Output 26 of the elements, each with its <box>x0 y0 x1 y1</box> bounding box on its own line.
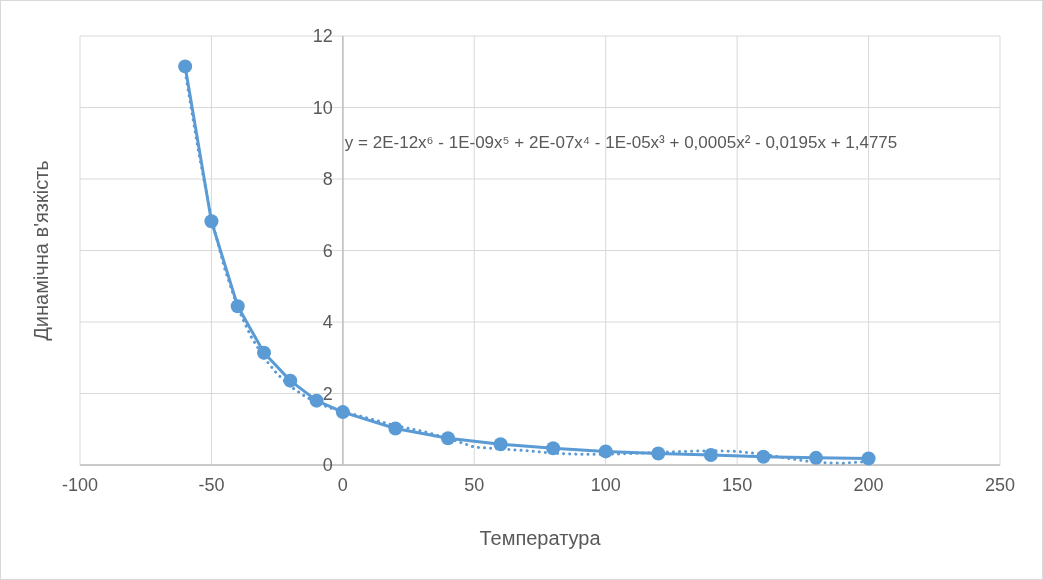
point <box>809 450 823 465</box>
x-axis-title: Температура <box>479 527 602 549</box>
x-tick-label: -100 <box>61 475 99 495</box>
x-tick-label: 0 <box>337 475 348 495</box>
y-axis-title: Динамічна в'язкість <box>30 160 52 341</box>
y-tick-label: 12 <box>312 26 333 46</box>
x-tick-label: -50 <box>198 475 225 495</box>
point <box>257 345 271 360</box>
point <box>861 451 876 466</box>
y-tick-label: 8 <box>322 169 333 189</box>
x-tick-label: 100 <box>590 475 621 495</box>
y-tick-label: 6 <box>322 240 333 261</box>
point <box>546 441 561 456</box>
point <box>178 59 193 74</box>
point <box>703 447 718 462</box>
y-tick-label: 10 <box>312 97 333 118</box>
y-tick-label: 2 <box>322 383 333 404</box>
x-tick-label: 200 <box>853 475 884 495</box>
annotation: y = 2E-12x⁶ - 1E-09x⁵ + 2E-07x⁴ - 1E-05x³ + 0,0005x² - 0,0195x + 1,4775 <box>344 132 898 152</box>
x-tick-label: 250 <box>984 475 1016 495</box>
y-tick-label: 4 <box>322 312 333 332</box>
point <box>493 437 508 452</box>
point <box>651 446 666 461</box>
x-tick-label: 50 <box>464 475 485 495</box>
y-tick-label: 0 <box>322 455 333 475</box>
x-tick-label: 150 <box>722 475 753 495</box>
